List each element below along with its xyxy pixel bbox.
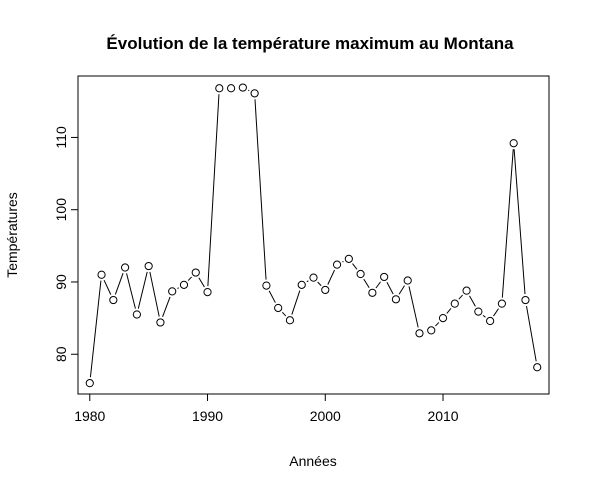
series-segment [446, 307, 452, 314]
y-tick-label: 100 [53, 198, 69, 222]
x-axis: 1980 1990 2000 2010 [74, 393, 459, 424]
series-segment [386, 281, 394, 295]
data-point [462, 286, 471, 295]
data-point [85, 379, 94, 388]
series-segment [162, 296, 171, 318]
data-point [109, 295, 118, 305]
data-point [391, 295, 401, 304]
series-segment [398, 285, 405, 295]
data-point [521, 295, 530, 305]
series-segment [103, 279, 112, 295]
data-point [121, 263, 130, 272]
y-axis: 80 90 100 110 [53, 126, 79, 362]
data-point [497, 299, 506, 308]
data-point [344, 254, 353, 263]
data-point [250, 89, 259, 98]
x-tick-label: 2000 [310, 408, 341, 424]
series-segment [501, 149, 514, 298]
data-point [368, 288, 377, 297]
series-segment [306, 280, 309, 283]
data-point [403, 276, 412, 285]
series-segment [207, 94, 220, 287]
series-segment [89, 280, 102, 378]
series-segment [149, 271, 160, 317]
data-point [215, 84, 224, 93]
data-point [380, 272, 389, 282]
data-point [427, 326, 436, 335]
data-point [191, 268, 200, 277]
series-segment [254, 99, 267, 280]
series-layer [85, 83, 542, 388]
series-segment [327, 269, 335, 285]
x-axis-label: Années [289, 453, 336, 469]
series-segment [435, 322, 440, 327]
data-point [274, 303, 283, 313]
data-point [285, 316, 295, 325]
y-tick-label: 90 [53, 274, 69, 290]
data-point [97, 270, 106, 279]
data-point [203, 287, 212, 297]
data-point [509, 139, 518, 148]
series-segment [291, 290, 301, 315]
series-segment [281, 311, 287, 317]
chart-title: Évolution de la température maximum au M… [106, 34, 514, 53]
series-segment [114, 272, 124, 295]
series-segment [198, 277, 205, 288]
data-point [238, 83, 247, 92]
data-point [438, 314, 448, 323]
x-tick-label: 2010 [427, 408, 458, 424]
series-segment [469, 295, 476, 307]
series-segment [187, 276, 192, 281]
series-segment [408, 286, 419, 328]
data-point [144, 261, 153, 271]
data-point [533, 363, 542, 372]
data-point [450, 299, 459, 308]
x-tick-label: 1980 [74, 408, 105, 424]
data-point [474, 307, 483, 316]
series-segment [513, 149, 526, 295]
data-point [332, 260, 342, 269]
plot-box [77, 75, 550, 395]
data-point [226, 84, 236, 93]
series-segment [268, 290, 276, 303]
data-point [132, 310, 141, 319]
series-segment [458, 294, 463, 300]
series-segment [363, 278, 370, 288]
data-point [415, 329, 424, 338]
y-tick-label: 80 [53, 346, 69, 362]
data-point [262, 281, 271, 290]
series-segment [317, 281, 322, 286]
series-segment [352, 263, 358, 270]
series-segment [177, 287, 179, 289]
data-point [179, 280, 189, 289]
data-point [356, 269, 365, 279]
data-point [168, 287, 177, 296]
data-point [309, 273, 318, 282]
series-segment [137, 271, 148, 309]
series-segment [525, 305, 537, 362]
y-tick-label: 110 [53, 126, 69, 149]
data-point [297, 280, 306, 289]
series-segment [493, 308, 499, 317]
data-point [486, 316, 495, 326]
series-segment [482, 314, 486, 318]
y-axis-label: Températures [4, 192, 20, 278]
x-tick-label: 1990 [192, 408, 223, 424]
data-point [156, 318, 165, 327]
series-segment [375, 281, 381, 289]
data-point [321, 285, 330, 295]
series-segment [126, 273, 136, 309]
